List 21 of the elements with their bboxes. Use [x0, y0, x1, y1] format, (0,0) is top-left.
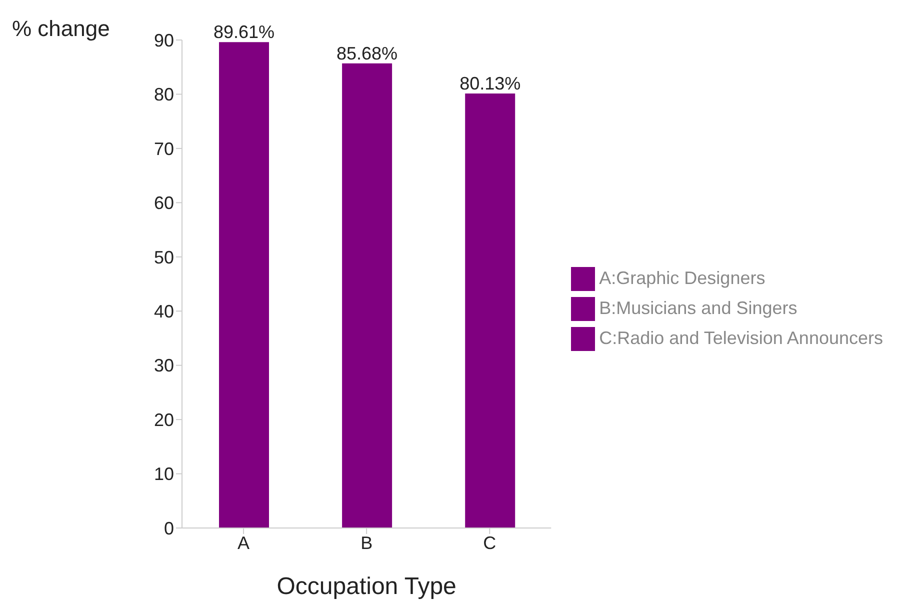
legend-label: A:Graphic Designers	[599, 268, 766, 288]
x-axis-title: Occupation Type	[276, 573, 456, 600]
x-tick-label: A	[238, 532, 250, 553]
legend-label: C:Radio and Television Announcers	[599, 328, 883, 348]
data-label: 85.68%	[336, 43, 398, 64]
y-tick-label: 60	[154, 193, 174, 214]
y-axis-title: % change	[12, 16, 110, 42]
y-tick-label: 0	[164, 518, 174, 538]
x-tick-label: C	[483, 532, 496, 553]
y-tick-label: 30	[154, 356, 174, 376]
y-tick-label: 10	[154, 464, 174, 484]
legend-label: B:Musicians and Singers	[599, 298, 798, 318]
y-tick-label: 40	[154, 302, 174, 322]
y-tick-label: 90	[154, 30, 174, 50]
data-label: 89.61%	[213, 22, 275, 42]
x-tick-label: B	[360, 532, 373, 553]
data-label: 80.13%	[460, 74, 521, 94]
y-tick-label: 50	[154, 247, 174, 268]
y-tick-label: 70	[154, 138, 174, 159]
y-tick-label: 20	[154, 410, 174, 430]
y-tick-label: 80	[154, 84, 174, 105]
